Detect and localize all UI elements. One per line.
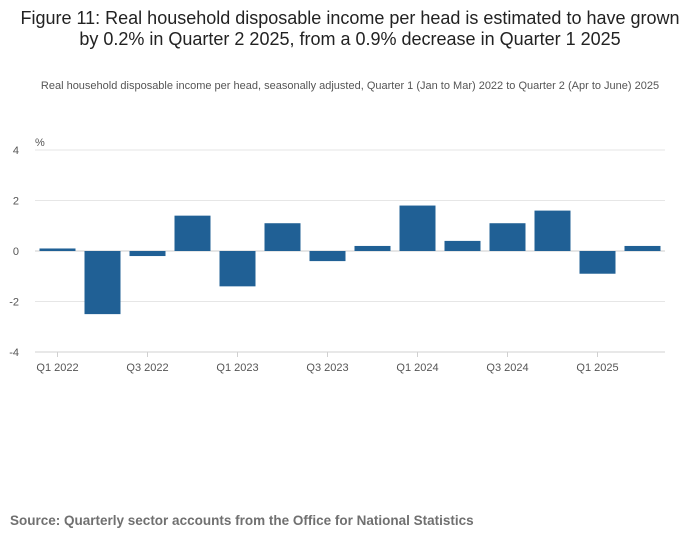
chart-title: Figure 11: Real household disposable inc… xyxy=(20,8,680,49)
bar-q2-2023 xyxy=(264,223,301,251)
source-note: Source: Quarterly sector accounts from t… xyxy=(10,513,474,528)
bar-q1-2025 xyxy=(579,251,616,274)
x-tick-label: Q3 2023 xyxy=(306,362,348,374)
bars xyxy=(39,205,661,315)
x-tick-label: Q3 2022 xyxy=(126,362,168,374)
bar-q1-2022 xyxy=(39,248,76,251)
x-tick-label: Q1 2022 xyxy=(36,362,78,374)
bar-q2-2024 xyxy=(444,240,481,251)
y-tick-label: 4 xyxy=(13,145,19,157)
x-tick-label: Q1 2023 xyxy=(216,362,258,374)
y-tick-label: -4 xyxy=(9,347,19,359)
x-tick-label: Q1 2025 xyxy=(576,362,618,374)
bar-q4-2024 xyxy=(534,210,571,251)
bar-q2-2025 xyxy=(624,245,661,251)
bar-q4-2022 xyxy=(174,215,211,251)
bar-q1-2024 xyxy=(399,205,436,251)
y-tick-label: 0 xyxy=(13,246,19,258)
y-axis-unit-label: % xyxy=(35,137,45,149)
bar-q3-2023 xyxy=(309,251,346,262)
chart-subtitle: Real household disposable income per hea… xyxy=(40,80,660,92)
y-tick-label: -2 xyxy=(9,297,19,309)
x-axis: Q1 2022 Q3 2022 Q1 2023 Q3 2023 Q1 2024 Q3 20… xyxy=(35,351,665,374)
bar-q1-2023 xyxy=(219,251,256,287)
bar-q3-2024 xyxy=(489,223,526,251)
y-axis-ticks: 4 2 0 -2 -4 xyxy=(9,145,19,359)
bar-q3-2022 xyxy=(129,251,166,257)
bar-q2-2022 xyxy=(84,251,121,315)
x-tick-label: Q1 2024 xyxy=(396,362,438,374)
bar-q4-2023 xyxy=(354,245,391,251)
x-tick-label: Q3 2024 xyxy=(486,362,528,374)
y-tick-label: 2 xyxy=(13,196,19,208)
